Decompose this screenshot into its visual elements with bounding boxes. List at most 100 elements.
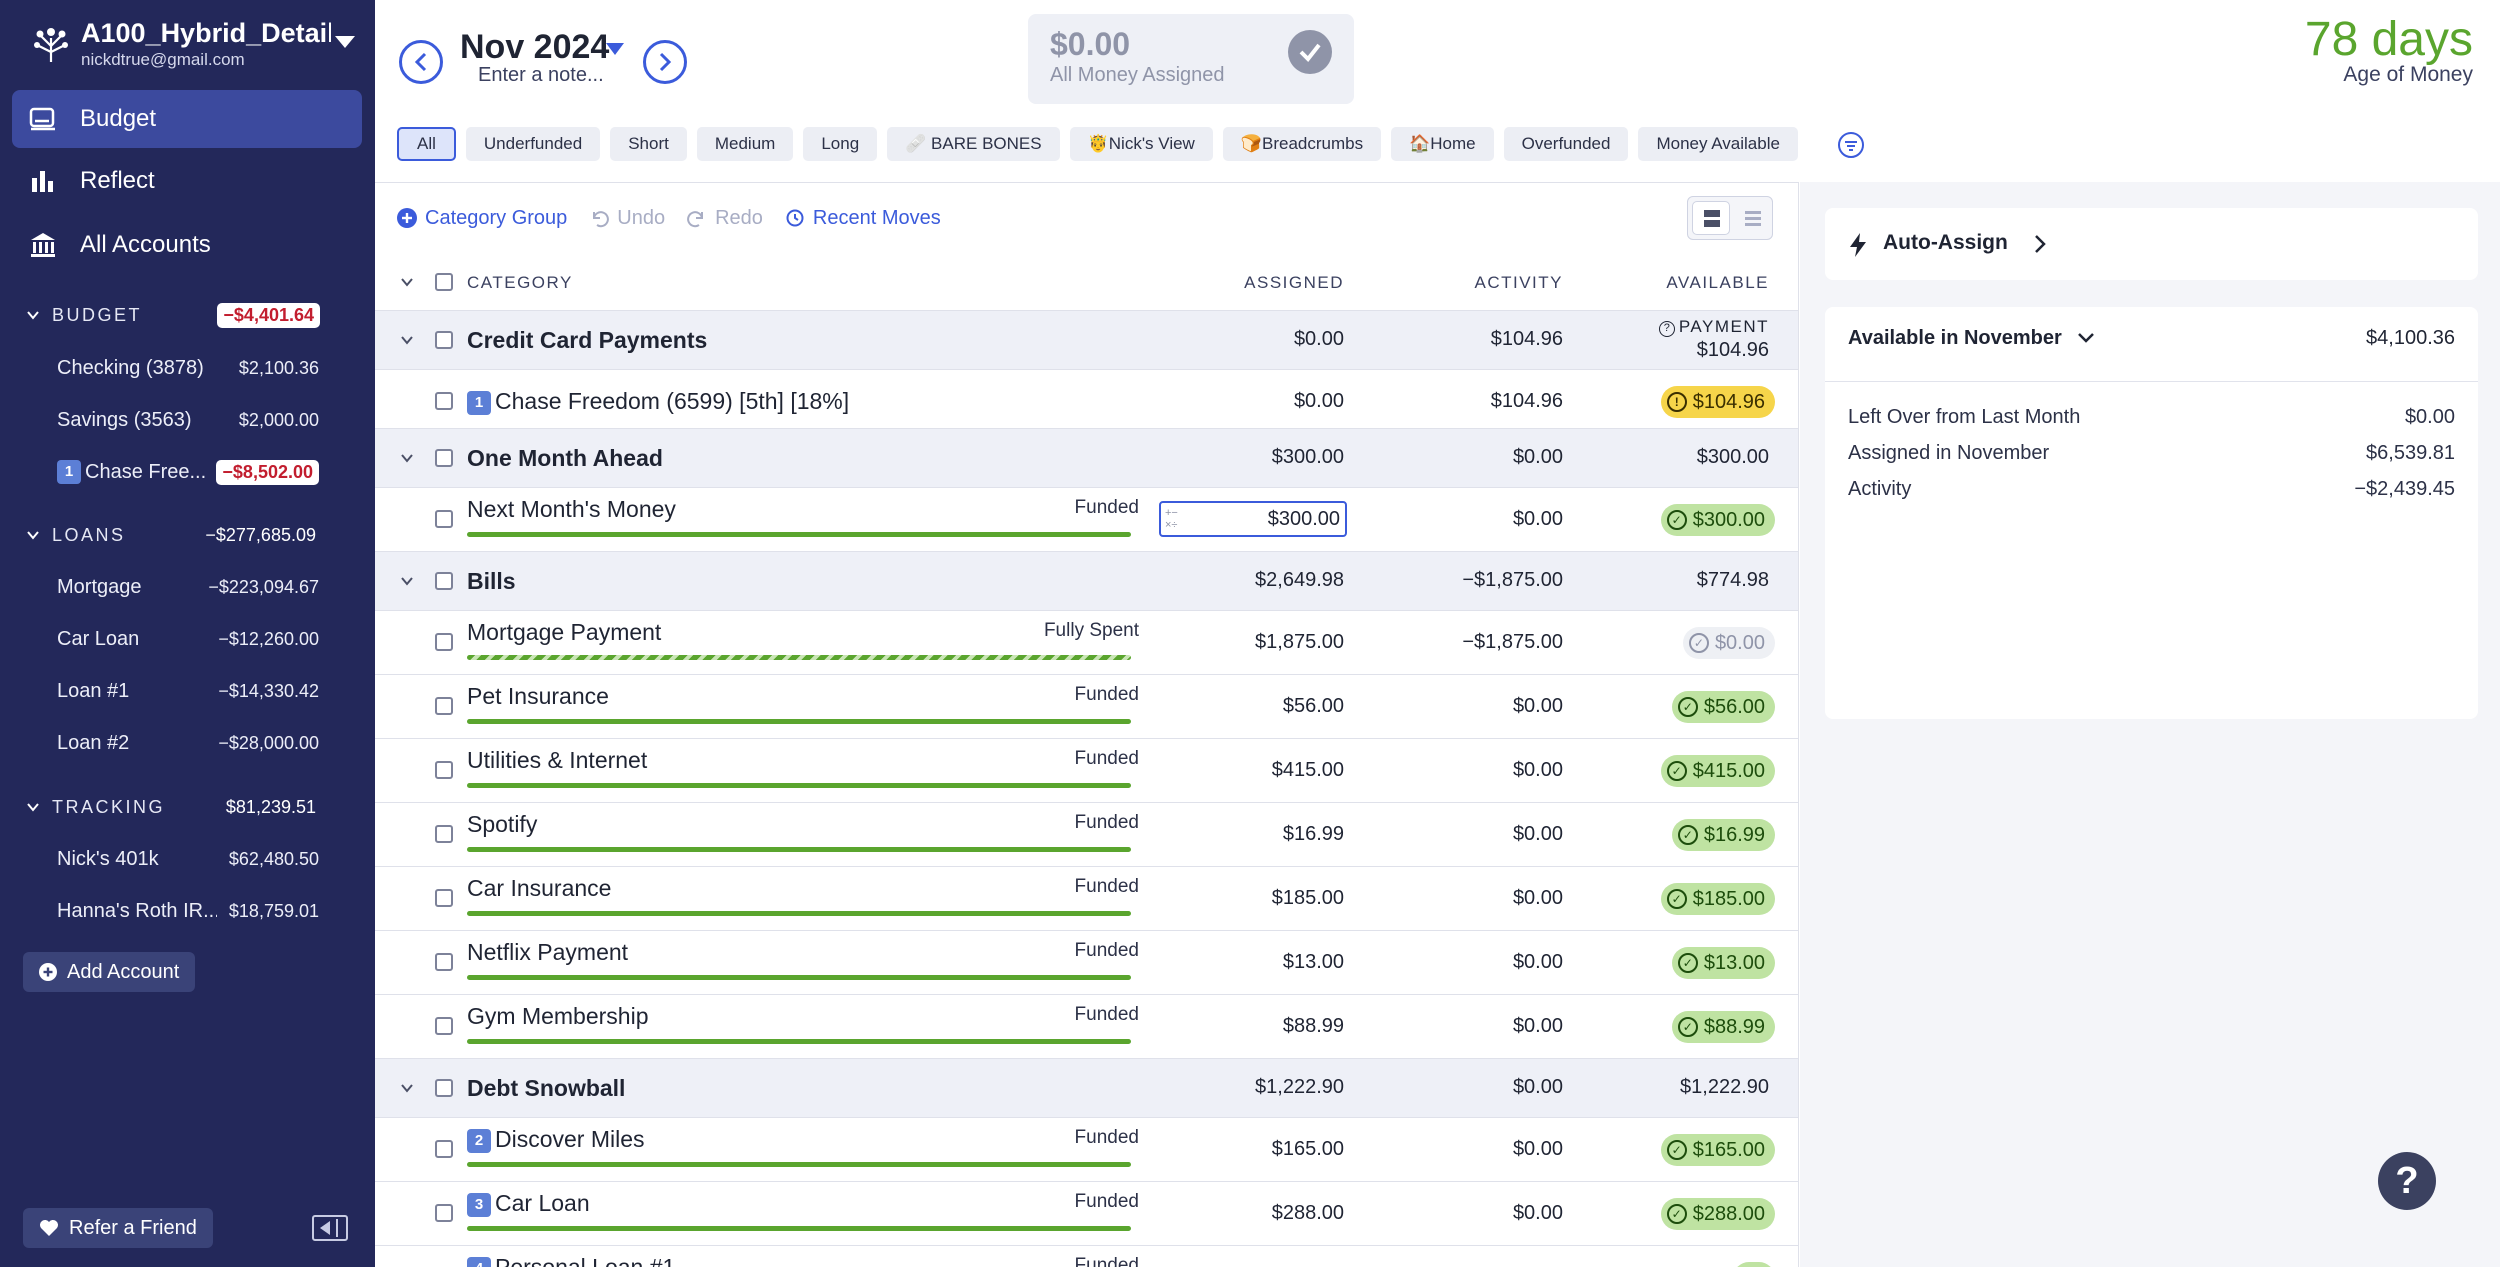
collapse-sidebar-icon[interactable] [312,1215,348,1241]
assigned-cell[interactable]: $1,875.00 [1255,631,1344,653]
category-group-row[interactable]: Credit Card Payments $0.00 $104.96? PAYMENT… [375,311,1798,370]
filter-home[interactable]: 🏠Home [1391,127,1494,161]
chevron-down-icon[interactable] [400,1081,414,1095]
assigned-cell[interactable]: $2,649.98 [1255,569,1344,591]
row-checkbox[interactable] [435,331,453,349]
activity-cell[interactable]: $0.00 [1512,695,1563,717]
auto-assign-button[interactable]: Auto-Assign [1825,208,2478,280]
row-checkbox[interactable] [435,1017,453,1035]
recent-moves-button[interactable]: Recent Moves [785,207,941,230]
row-checkbox[interactable] [435,449,453,467]
assigned-cell[interactable]: $1,222.90 [1255,1076,1344,1098]
category-name[interactable]: Gym Membership [467,1003,648,1030]
category-group-row[interactable]: Debt Snowball $1,222.90 $0.00 $1,222.90 [375,1059,1798,1118]
assigned-cell[interactable]: $88.99 [1282,1015,1344,1037]
row-checkbox[interactable] [435,1079,453,1097]
account-401k[interactable]: Nick's 401k $62,480.50 [57,842,319,876]
account-loan-2[interactable]: Loan #2 −$28,000.00 [57,726,319,760]
assigned-cell[interactable]: $0.00 [1293,328,1344,350]
row-checkbox[interactable] [435,392,453,410]
category-name[interactable]: Bills [467,568,516,595]
category-name[interactable]: Debt Snowball [467,1075,625,1102]
row-checkbox[interactable] [435,1204,453,1222]
activity-cell[interactable]: $0.00 [1512,1138,1563,1160]
plan-switcher[interactable]: A100_Hybrid_Detail... nickdtrue@gmail.co… [30,16,360,74]
compact-view-icon[interactable] [1736,201,1770,235]
chevron-down-icon[interactable] [400,333,414,347]
available-pill[interactable]: ✓ $288.00 [1660,1198,1775,1230]
available-pill[interactable]: ✓ $16.99 [1671,819,1775,851]
category-row[interactable]: Gym Membership Funded $88.99 $0.00 ✓ $88.99 [375,995,1798,1059]
month-dropdown-icon[interactable] [606,43,624,55]
assigned-cell[interactable]: $185.00 [1271,887,1344,909]
section-tracking[interactable]: TRACKING $81,239.51 [26,792,366,822]
category-name[interactable]: 2 Discover Miles [467,1126,645,1153]
filter-money-available[interactable]: Money Available [1638,127,1798,161]
category-row[interactable]: Mortgage Payment Fully Spent $1,875.00 −$1,… [375,611,1798,675]
available-pill[interactable]: ✓ $300.00 [1660,504,1775,536]
category-row[interactable]: Car Insurance Funded $185.00 $0.00 ✓ $185.00 [375,867,1798,931]
category-name[interactable]: One Month Ahead [467,445,663,472]
activity-cell[interactable]: $104.96 [1490,328,1563,350]
category-row[interactable]: Next Month's Money Funded +− ×÷ $300.00 $0.00… [375,488,1798,552]
assigned-cell[interactable]: $13.00 [1282,951,1344,973]
view-density-toggle[interactable] [1687,196,1773,240]
assigned-cell[interactable]: $300.00 [1271,446,1344,468]
chevron-down-icon[interactable] [400,574,414,588]
activity-cell[interactable]: $104.96 [1490,390,1563,412]
chevron-down-icon[interactable] [400,451,414,465]
next-month-button[interactable] [643,40,687,84]
category-name[interactable]: 4 Personal Loan #1 [467,1254,675,1267]
nav-reflect[interactable]: Reflect [12,152,362,210]
row-checkbox[interactable] [435,889,453,907]
available-cell[interactable]: $300.00 [1696,446,1769,468]
category-row[interactable]: 4 Personal Loan #1 Funded ✓ [375,1246,1798,1267]
category-row[interactable]: 1 Chase Freedom (6599) [5th] [18%] $0.00 $1… [375,370,1798,429]
available-pill[interactable]: ✓ $88.99 [1671,1011,1775,1043]
assigned-input[interactable]: +− ×÷ $300.00 [1159,501,1347,537]
filter-settings-icon[interactable] [1838,132,1864,158]
category-name[interactable]: Credit Card Payments [467,327,707,354]
filter-overfunded[interactable]: Overfunded [1503,127,1629,161]
activity-cell[interactable]: $0.00 [1512,508,1563,530]
row-checkbox[interactable] [435,572,453,590]
activity-cell[interactable]: $0.00 [1512,759,1563,781]
category-name[interactable]: Pet Insurance [467,683,609,710]
activity-cell[interactable]: −$1,875.00 [1462,569,1563,591]
account-loan-1[interactable]: Loan #1 −$14,330.42 [57,674,319,708]
category-row[interactable]: 2 Discover Miles Funded $165.00 $0.00 ✓ $165.0… [375,1118,1798,1182]
assigned-cell[interactable]: $16.99 [1282,823,1344,845]
category-row[interactable]: 3 Car Loan Funded $288.00 $0.00 ✓ $288.00 [375,1182,1798,1246]
activity-cell[interactable]: $0.00 [1512,823,1563,845]
select-all-checkbox[interactable] [435,273,453,291]
category-row[interactable]: Netflix Payment Funded $13.00 $0.00 ✓ $13.00 [375,931,1798,995]
filter-all[interactable]: All [397,127,456,161]
filter-underfunded[interactable]: Underfunded [465,127,601,161]
category-name[interactable]: Mortgage Payment [467,619,661,646]
available-cell[interactable]: $774.98 [1696,569,1769,591]
prev-month-button[interactable] [399,40,443,84]
category-row[interactable]: Utilities & Internet Funded $415.00 $0.00 ✓ $… [375,739,1798,803]
available-pill[interactable]: ✓ $56.00 [1671,691,1775,723]
account-car-loan[interactable]: Car Loan −$12,260.00 [57,622,319,656]
row-checkbox[interactable] [435,510,453,528]
refer-friend-button[interactable]: Refer a Friend [23,1208,213,1248]
activity-cell[interactable]: $0.00 [1512,1202,1563,1224]
activity-cell[interactable]: −$1,875.00 [1462,631,1563,653]
category-row[interactable]: Pet Insurance Funded $56.00 $0.00 ✓ $56.00 [375,675,1798,739]
filter-short[interactable]: Short [610,127,687,161]
month-note-input[interactable]: Enter a note... [478,64,604,86]
month-label[interactable]: Nov 2024 [460,28,610,66]
assigned-cell[interactable]: $415.00 [1271,759,1344,781]
assigned-cell[interactable]: $165.00 [1271,1138,1344,1160]
add-account-button[interactable]: Add Account [23,952,196,992]
account-roth-ira[interactable]: Hanna's Roth IR... $18,759.01 [57,894,319,928]
collapse-all-icon[interactable] [400,275,414,289]
assigned-cell[interactable]: $288.00 [1271,1202,1344,1224]
available-pill[interactable]: ✓ $13.00 [1671,947,1775,979]
category-name[interactable]: Next Month's Money [467,496,676,523]
help-button[interactable]: ? [2378,1152,2436,1210]
row-checkbox[interactable] [435,953,453,971]
available-pill[interactable]: ✓ $415.00 [1660,755,1775,787]
available-in-month-toggle[interactable]: Available in November [1848,327,2095,350]
